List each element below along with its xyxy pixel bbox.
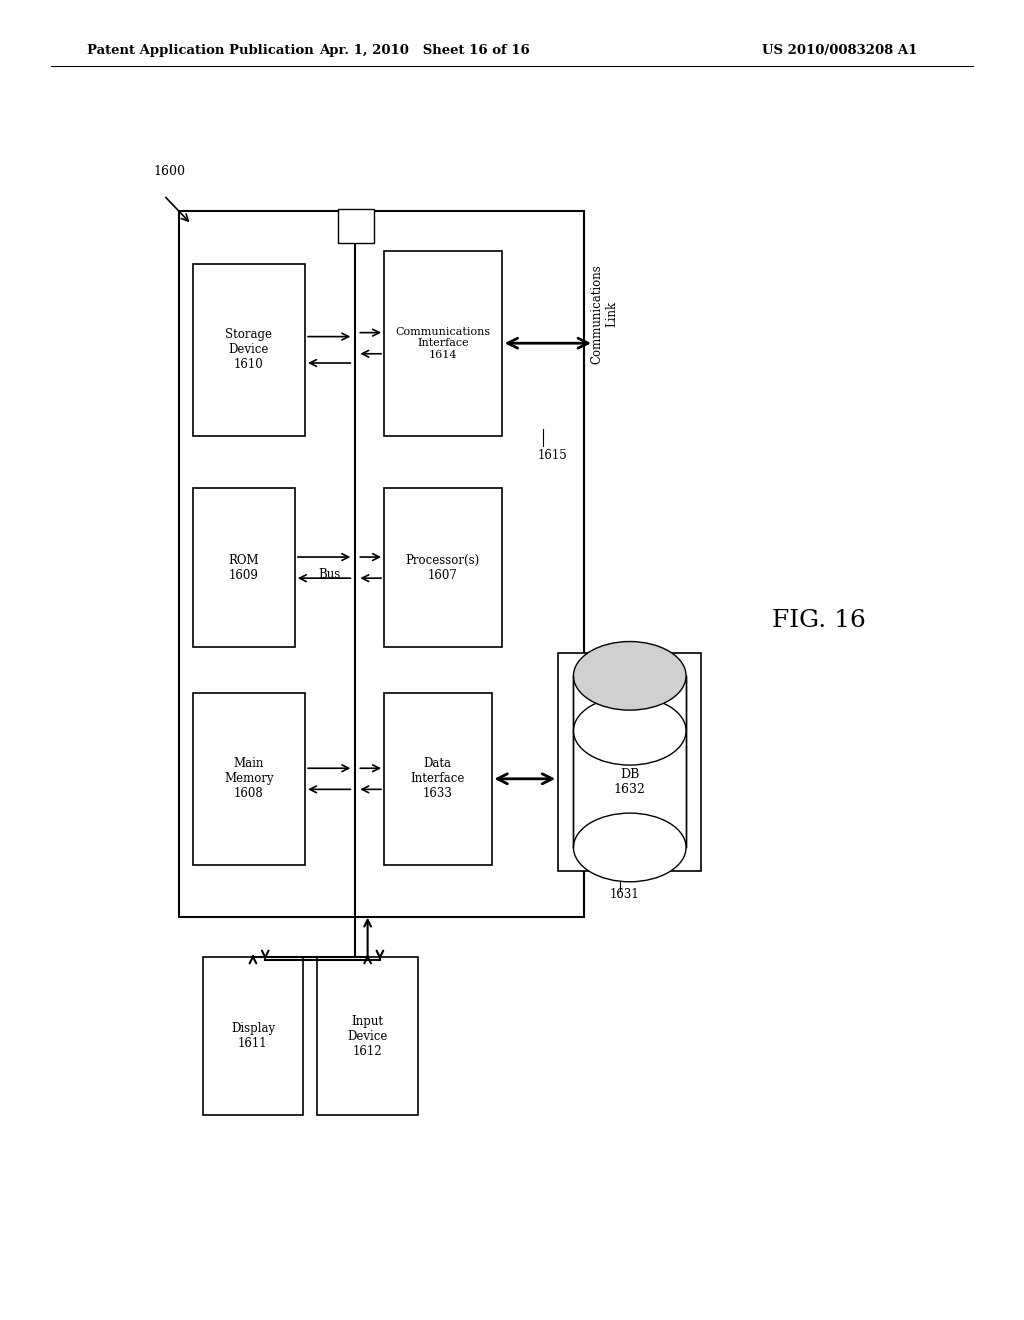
Text: Display
1611: Display 1611 [230,1022,275,1051]
Bar [558,653,701,871]
Text: Communications
Interface
1614: Communications Interface 1614 [395,326,490,360]
Text: Processor(s)
1607: Processor(s) 1607 [406,553,480,582]
Bar [193,693,305,865]
Bar [193,488,295,647]
Bar [384,251,502,436]
Bar [338,209,374,243]
Text: Input
Device
1612: Input Device 1612 [347,1015,388,1057]
Bar [384,488,502,647]
Text: Main
Memory
1608: Main Memory 1608 [224,758,273,800]
Bar [317,957,418,1115]
Bar [179,211,584,917]
Text: Storage
Device
1610: Storage Device 1610 [225,329,272,371]
Text: Apr. 1, 2010   Sheet 16 of 16: Apr. 1, 2010 Sheet 16 of 16 [319,44,530,57]
Bar [203,957,303,1115]
Ellipse shape [573,697,686,766]
Text: FIG. 16: FIG. 16 [772,609,866,632]
Text: US 2010/0083208 A1: US 2010/0083208 A1 [762,44,918,57]
Text: 1631: 1631 [609,888,639,902]
Ellipse shape [573,642,686,710]
Text: 1600: 1600 [153,165,185,178]
Bar [193,264,305,436]
Text: 1606: 1606 [341,220,370,231]
Ellipse shape [573,813,686,882]
Text: ROM
1609: ROM 1609 [228,553,259,582]
Bar [384,693,492,865]
Text: Data
Interface
1633: Data Interface 1633 [411,758,465,800]
Text: Patent Application Publication: Patent Application Publication [87,44,313,57]
Text: 1615: 1615 [538,449,567,462]
Text: DB
1632: DB 1632 [613,768,646,796]
Text: Communications
Link: Communications Link [590,264,618,364]
Bar [573,676,686,847]
Text: Bus: Bus [318,568,341,581]
